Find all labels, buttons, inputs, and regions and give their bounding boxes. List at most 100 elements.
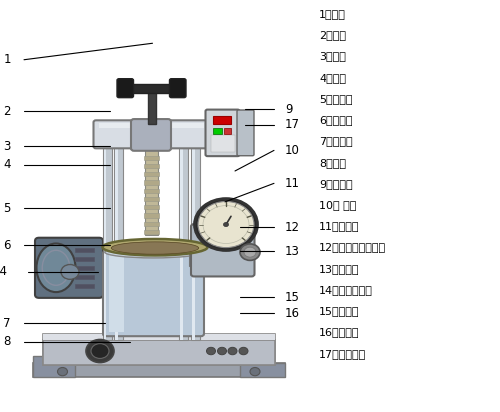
Bar (102, 146, 112, 340)
FancyBboxPatch shape (32, 363, 285, 377)
Circle shape (244, 247, 256, 257)
Text: 16: 16 (285, 307, 300, 320)
Bar (192, 146, 194, 340)
Text: 7: 7 (4, 317, 11, 330)
Text: 17、电源开关: 17、电源开关 (319, 349, 366, 358)
Text: 4、立柱: 4、立柱 (319, 73, 346, 83)
Circle shape (250, 368, 260, 376)
Circle shape (194, 199, 258, 250)
Text: 16、出油阀: 16、出油阀 (319, 327, 360, 337)
Circle shape (198, 201, 254, 248)
Text: 3: 3 (4, 140, 11, 153)
Text: 5: 5 (4, 201, 11, 215)
Bar (144, 230, 159, 234)
Bar (75, 275, 94, 279)
Circle shape (206, 347, 216, 355)
FancyBboxPatch shape (103, 251, 204, 336)
FancyBboxPatch shape (42, 334, 275, 365)
Bar (144, 172, 159, 176)
Text: 10、 电机: 10、 电机 (319, 200, 356, 210)
Circle shape (228, 347, 237, 355)
Text: 1: 1 (4, 53, 11, 66)
Text: 5、工作台: 5、工作台 (319, 94, 352, 104)
Text: 12、压力表调节螺钉: 12、压力表调节螺钉 (319, 242, 386, 253)
Bar (109, 255, 124, 332)
Text: 14: 14 (0, 265, 8, 279)
Text: 2、螺母: 2、螺母 (319, 30, 346, 40)
FancyBboxPatch shape (117, 79, 134, 98)
Bar (144, 164, 159, 168)
Ellipse shape (102, 239, 208, 255)
Bar (179, 146, 188, 340)
Circle shape (218, 347, 226, 355)
Circle shape (239, 347, 248, 355)
Bar (75, 284, 94, 288)
Bar (98, 123, 204, 128)
Ellipse shape (105, 246, 202, 258)
Text: 14、注油孔螺钉: 14、注油孔螺钉 (319, 285, 373, 295)
FancyBboxPatch shape (197, 226, 253, 274)
Circle shape (240, 244, 260, 260)
FancyBboxPatch shape (240, 363, 285, 377)
Text: 17: 17 (285, 118, 300, 131)
Text: 11: 11 (285, 177, 300, 190)
Text: 15、吸油阀: 15、吸油阀 (319, 306, 360, 316)
Bar (191, 146, 200, 340)
Bar (224, 128, 231, 134)
Text: 2: 2 (4, 105, 11, 118)
Bar (144, 197, 159, 201)
Text: 13: 13 (285, 245, 300, 258)
Bar (144, 213, 159, 218)
Text: 3、丝杆: 3、丝杆 (319, 52, 346, 61)
Text: 6、大油缸: 6、大油缸 (319, 115, 352, 125)
Circle shape (91, 344, 109, 358)
Text: 1、手轮: 1、手轮 (319, 9, 346, 19)
Bar (188, 247, 202, 266)
FancyBboxPatch shape (170, 79, 186, 98)
Circle shape (61, 265, 79, 279)
Text: 8、油池: 8、油池 (319, 158, 346, 168)
Text: 12: 12 (285, 221, 300, 234)
Bar (128, 84, 176, 93)
Bar (115, 146, 117, 340)
FancyBboxPatch shape (191, 224, 254, 276)
FancyBboxPatch shape (42, 340, 275, 365)
Bar (144, 222, 159, 226)
Bar (114, 146, 123, 340)
Bar (144, 180, 159, 185)
Bar (144, 189, 159, 193)
FancyBboxPatch shape (131, 119, 171, 151)
FancyBboxPatch shape (32, 356, 75, 377)
Bar (75, 257, 94, 261)
Bar (145, 146, 158, 235)
Text: 6: 6 (4, 239, 11, 252)
Ellipse shape (111, 242, 199, 254)
Text: 9、电器盒: 9、电器盒 (319, 179, 352, 189)
Text: 7、放油阀: 7、放油阀 (319, 136, 352, 146)
Text: 9: 9 (285, 103, 292, 116)
Text: 11、压力表: 11、压力表 (319, 221, 360, 231)
Text: 4: 4 (4, 158, 11, 171)
Text: 8: 8 (4, 335, 11, 349)
Bar (148, 91, 156, 124)
Bar (75, 266, 94, 270)
Bar (144, 205, 159, 209)
FancyBboxPatch shape (35, 238, 103, 298)
Circle shape (58, 368, 68, 376)
FancyBboxPatch shape (206, 110, 240, 156)
Text: 13、减速笱: 13、减速笱 (319, 264, 360, 274)
Circle shape (86, 339, 114, 363)
FancyBboxPatch shape (42, 334, 275, 340)
Text: 15: 15 (285, 291, 300, 304)
Bar (144, 156, 159, 160)
Bar (213, 128, 222, 134)
Ellipse shape (36, 243, 76, 292)
FancyBboxPatch shape (237, 110, 254, 156)
Bar (211, 135, 234, 152)
FancyBboxPatch shape (94, 120, 208, 148)
Bar (213, 116, 231, 124)
Bar (104, 146, 106, 340)
Circle shape (224, 222, 228, 227)
Text: 10: 10 (285, 144, 300, 157)
Bar (180, 146, 182, 340)
